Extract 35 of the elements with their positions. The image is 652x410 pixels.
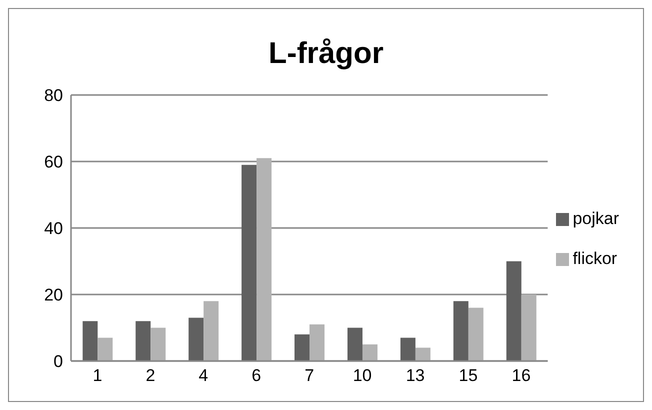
y-tick-label: 80	[44, 86, 63, 106]
bar	[82, 321, 98, 361]
bar	[204, 301, 219, 361]
bar	[453, 301, 468, 361]
bar	[98, 338, 113, 361]
bar	[242, 164, 257, 361]
bar	[347, 328, 362, 361]
bar	[400, 338, 416, 361]
bar	[150, 328, 166, 361]
y-tick-label: 60	[44, 152, 63, 172]
x-tick-label: 1	[92, 366, 102, 386]
bar	[506, 261, 522, 361]
x-tick-label: 15	[458, 366, 478, 386]
legend-label: pojkar	[572, 209, 619, 228]
y-tick-label: 0	[54, 352, 63, 372]
y-tick-label: 20	[44, 286, 63, 305]
x-tick-label: 16	[512, 366, 531, 386]
bar	[136, 321, 151, 361]
legend-label: flickor	[572, 249, 618, 268]
chart-title: L-frågor	[268, 37, 384, 72]
bar	[521, 294, 536, 361]
x-tick-label: 10	[352, 366, 372, 386]
bar	[294, 334, 310, 361]
x-tick-label: 2	[146, 366, 156, 386]
bar	[415, 348, 430, 361]
bar	[310, 324, 325, 361]
x-tick-label: 6	[252, 366, 262, 386]
bar	[256, 158, 272, 361]
bar	[362, 344, 378, 361]
bar	[188, 318, 204, 361]
x-tick-label: 13	[406, 366, 425, 386]
x-tick-label: 4	[198, 366, 208, 386]
y-tick-label: 40	[44, 219, 63, 238]
x-tick-label: 7	[304, 366, 314, 386]
bar	[468, 308, 484, 361]
